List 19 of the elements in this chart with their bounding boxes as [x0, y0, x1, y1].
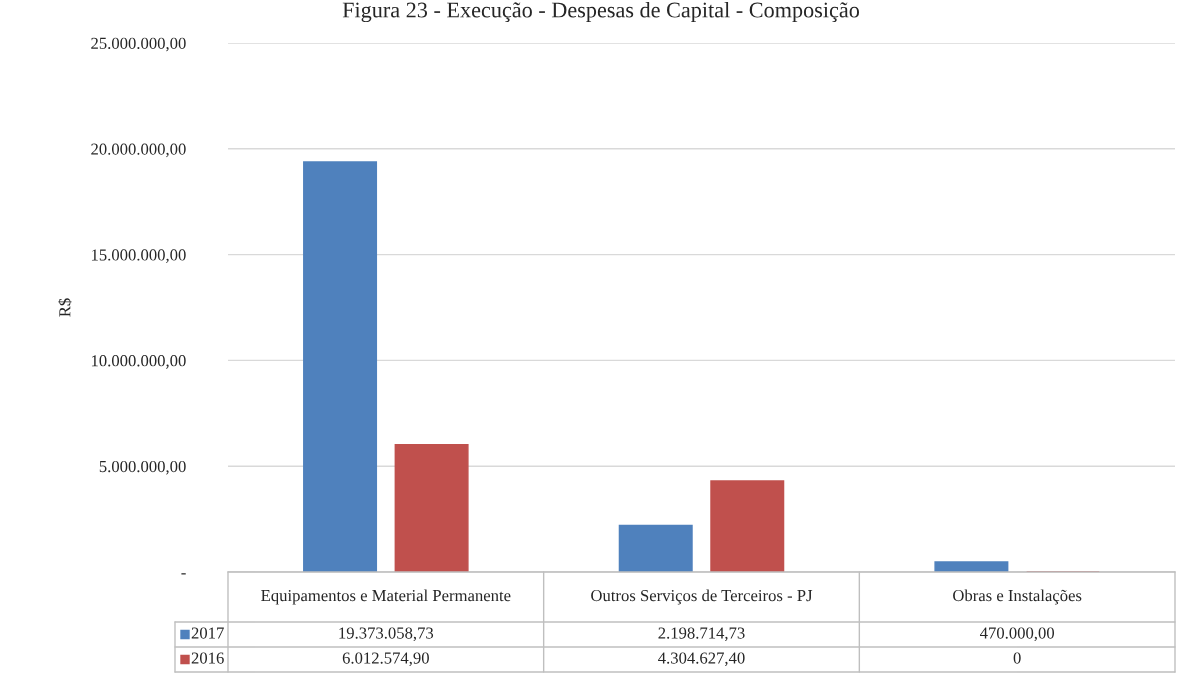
y-tick-label: - — [181, 573, 186, 575]
data-label: 470.000,00 — [979, 627, 1055, 642]
chart-title: Figura 23 - Execução - Despesas de Capital - Composição — [342, 1, 860, 23]
y-tick-label: 10.000.000,00 — [91, 355, 186, 369]
y-axis-title: R$ — [58, 298, 72, 317]
data-label: 19.373.058,73 — [339, 627, 434, 642]
data-label: 4.304.627,40 — [658, 652, 745, 667]
y-tick-label: 5.000.000,00 — [99, 460, 186, 475]
y-tick-label: 25.000.000,00 — [91, 37, 186, 52]
data-label: 0 — [1013, 652, 1021, 664]
data-label: 2.198.714,73 — [658, 627, 745, 642]
x-tick-label: Equipamentos e Material Permanente — [261, 589, 511, 605]
y-tick-label: 15.000.000,00 — [91, 249, 186, 263]
y-tick-label: 20.000.000,00 — [91, 143, 186, 158]
legend-label: 2017 — [191, 627, 224, 639]
x-tick-label: Obras e Instalações — [953, 589, 1082, 605]
data-label: 6.012.574,90 — [342, 652, 429, 667]
x-tick-label: Outros Serviços de Terceiros - PJ — [591, 589, 813, 605]
legend-label: 2016 — [191, 652, 224, 664]
